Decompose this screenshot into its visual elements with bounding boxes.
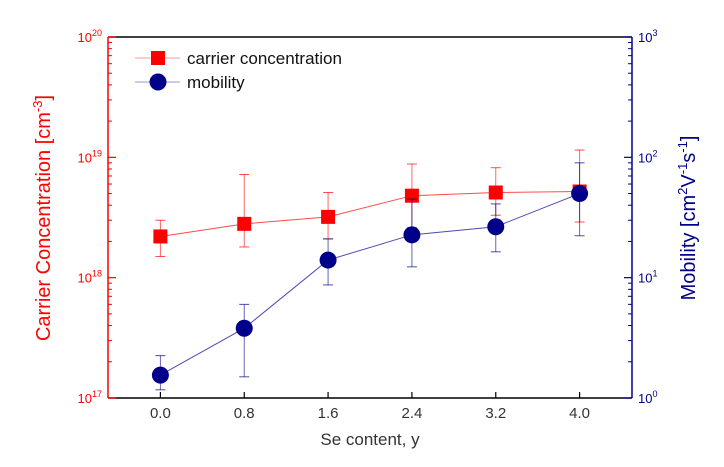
x-tick-label: 2.4 (401, 405, 422, 422)
left-tick-label: 1019 (78, 148, 102, 165)
series-line (160, 193, 580, 376)
legend-label: carrier concentration (187, 49, 342, 68)
data-point-circle (319, 251, 337, 269)
right-tick-label: 103 (638, 28, 657, 45)
left-axis-label: Carrier Concentration [cm-3] (30, 95, 55, 341)
right-tick-label: 101 (638, 269, 657, 286)
data-point-circle (571, 185, 589, 203)
left-tick-label: 1018 (78, 269, 102, 286)
x-tick-label: 0.8 (234, 405, 255, 422)
series-line (160, 191, 580, 237)
right-tick-label: 102 (638, 148, 657, 165)
x-tick-label: 4.0 (569, 405, 590, 422)
legend: carrier concentration mobility (135, 49, 342, 92)
series-square (153, 149, 587, 257)
data-point-square (153, 229, 168, 244)
left-tick-label: 1017 (78, 389, 102, 406)
legend-circle-marker (149, 73, 167, 91)
data-point-square (488, 185, 503, 200)
right-tick-label: 100 (638, 389, 657, 406)
axes: 0.0 0.8 1.6 2.4 3.2 4.0 1017 1018 1019 1020 100 101… (78, 28, 658, 422)
data-point-square (237, 216, 252, 231)
series-layer (151, 149, 589, 391)
legend-square-marker (151, 51, 165, 65)
x-axis-label: Se content, y (320, 430, 420, 449)
data-point-circle (403, 226, 421, 244)
x-tick-label: 1.6 (318, 405, 339, 422)
left-tick-label: 1020 (78, 28, 102, 45)
x-tick-label: 0.0 (150, 405, 171, 422)
data-point-circle (487, 218, 505, 236)
series-circle (151, 162, 589, 391)
data-point-circle (151, 366, 169, 384)
data-point-circle (235, 319, 253, 337)
data-point-square (321, 209, 336, 224)
legend-label: mobility (187, 73, 245, 92)
right-axis-label: Mobility [cm2V-1s-1] (675, 136, 700, 301)
x-tick-label: 3.2 (485, 405, 506, 422)
